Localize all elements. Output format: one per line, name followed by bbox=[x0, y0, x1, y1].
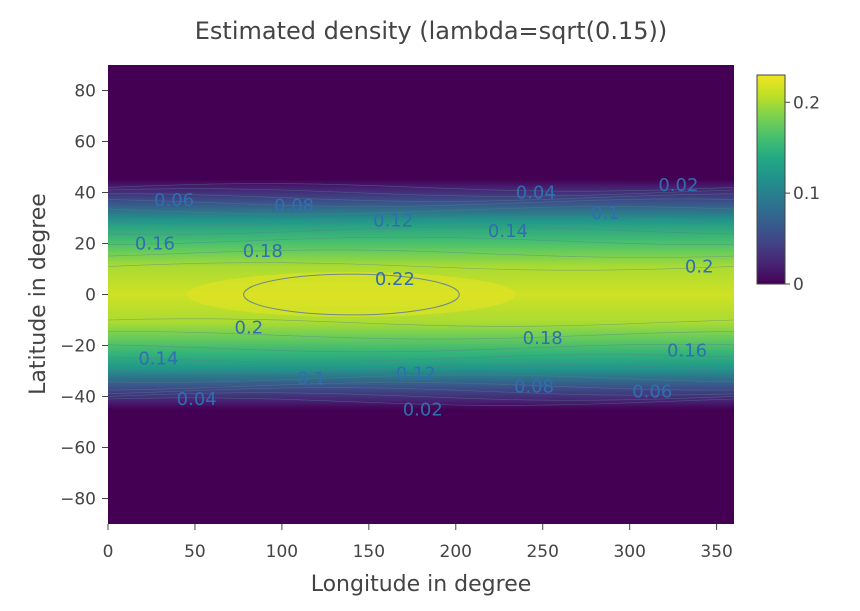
contour-labels: 0.06 0.08 0.12 0.04 0.02 0.1 0.14 0.16 0.18 0.2 0.… bbox=[135, 175, 714, 420]
contour-label: 0.2 bbox=[685, 256, 714, 277]
contour-label: 0.14 bbox=[488, 221, 528, 242]
contour-label: 0.02 bbox=[658, 175, 698, 196]
contour-label: 0.02 bbox=[403, 399, 443, 420]
x-axis-ticks: 0 50 100 150 200 250 300 350 bbox=[103, 524, 733, 562]
x-tick-label: 0 bbox=[103, 542, 114, 562]
plot-area[interactable]: 0.06 0.08 0.12 0.04 0.02 0.1 0.14 0.16 0.18 0.2 0.… bbox=[108, 65, 734, 524]
contour-line bbox=[108, 318, 734, 327]
x-axis-title: Longitude in degree bbox=[311, 572, 532, 597]
contour-label: 0.08 bbox=[274, 195, 314, 216]
contour-label: 0.18 bbox=[523, 328, 563, 349]
y-tick-label: −80 bbox=[60, 490, 96, 510]
contour-label: 0.12 bbox=[373, 211, 413, 232]
contour-line bbox=[108, 193, 734, 202]
y-tick-label: −40 bbox=[60, 388, 96, 408]
colorbar-tick-label: 0.2 bbox=[793, 93, 820, 113]
contour-line bbox=[108, 392, 734, 401]
x-tick-label: 350 bbox=[700, 542, 732, 562]
contour-label: 0.22 bbox=[375, 269, 415, 290]
colorbar-gradient-bar bbox=[756, 74, 786, 285]
contour-line bbox=[108, 183, 734, 192]
contour-line bbox=[108, 374, 734, 383]
contour-lines bbox=[108, 183, 734, 406]
y-tick-label: −60 bbox=[60, 439, 96, 459]
contour-line bbox=[108, 364, 734, 373]
x-tick-label: 300 bbox=[613, 542, 645, 562]
contour-line bbox=[108, 331, 734, 340]
contour-line bbox=[108, 382, 734, 391]
x-tick-label: 100 bbox=[266, 542, 298, 562]
contour-label: 0.14 bbox=[138, 348, 178, 369]
colorbar: 0 0.1 0.2 bbox=[756, 74, 820, 295]
contour-label: 0.16 bbox=[135, 234, 175, 255]
contour-line bbox=[108, 343, 734, 353]
y-tick-label: −20 bbox=[60, 337, 96, 357]
contour-line bbox=[108, 188, 734, 197]
x-tick-label: 200 bbox=[440, 542, 472, 562]
contour-label: 0.16 bbox=[667, 341, 707, 362]
contour-label: 0.18 bbox=[243, 241, 283, 262]
contour-line bbox=[108, 226, 734, 235]
contour-line bbox=[108, 387, 734, 396]
contour-line bbox=[108, 262, 734, 271]
contour-label: 0.1 bbox=[297, 369, 326, 390]
contour-label: 0.06 bbox=[632, 381, 672, 402]
contour-0.22 bbox=[243, 273, 460, 316]
y-axis-title: Latitude in degree bbox=[26, 193, 51, 395]
y-tick-label: 60 bbox=[74, 133, 96, 153]
contour-label: 0.04 bbox=[516, 183, 556, 204]
contour-label: 0.1 bbox=[591, 203, 620, 224]
colorbar-tick-label: 0 bbox=[793, 275, 804, 295]
contour-line bbox=[108, 397, 734, 406]
contour-line bbox=[108, 354, 734, 363]
contour-line bbox=[108, 198, 734, 207]
chart-title: Estimated density (lambda=sqrt(0.15)) bbox=[195, 17, 667, 45]
y-tick-label: 20 bbox=[74, 235, 96, 255]
colorbar-ticks: 0 0.1 0.2 bbox=[785, 93, 820, 295]
density-peak-glow bbox=[187, 272, 516, 317]
x-tick-label: 150 bbox=[353, 542, 385, 562]
y-axis-ticks: −80 −60 −40 −20 0 20 40 60 80 bbox=[60, 82, 108, 510]
contour-label: 0.2 bbox=[235, 318, 264, 339]
contour-label: 0.12 bbox=[396, 364, 436, 385]
contour-label: 0.04 bbox=[177, 389, 217, 410]
contour-line bbox=[108, 216, 734, 225]
y-tick-label: 80 bbox=[74, 82, 96, 102]
y-tick-label: 40 bbox=[74, 184, 96, 204]
contour-label: 0.06 bbox=[154, 190, 194, 211]
colorbar-tick-label: 0.1 bbox=[793, 184, 820, 204]
x-tick-label: 50 bbox=[184, 542, 206, 562]
contour-line bbox=[108, 206, 734, 215]
contour-label: 0.08 bbox=[514, 376, 554, 397]
x-tick-label: 250 bbox=[526, 542, 558, 562]
contour-line bbox=[108, 249, 734, 258]
y-tick-label: 0 bbox=[85, 286, 96, 306]
contour-line bbox=[108, 236, 734, 245]
